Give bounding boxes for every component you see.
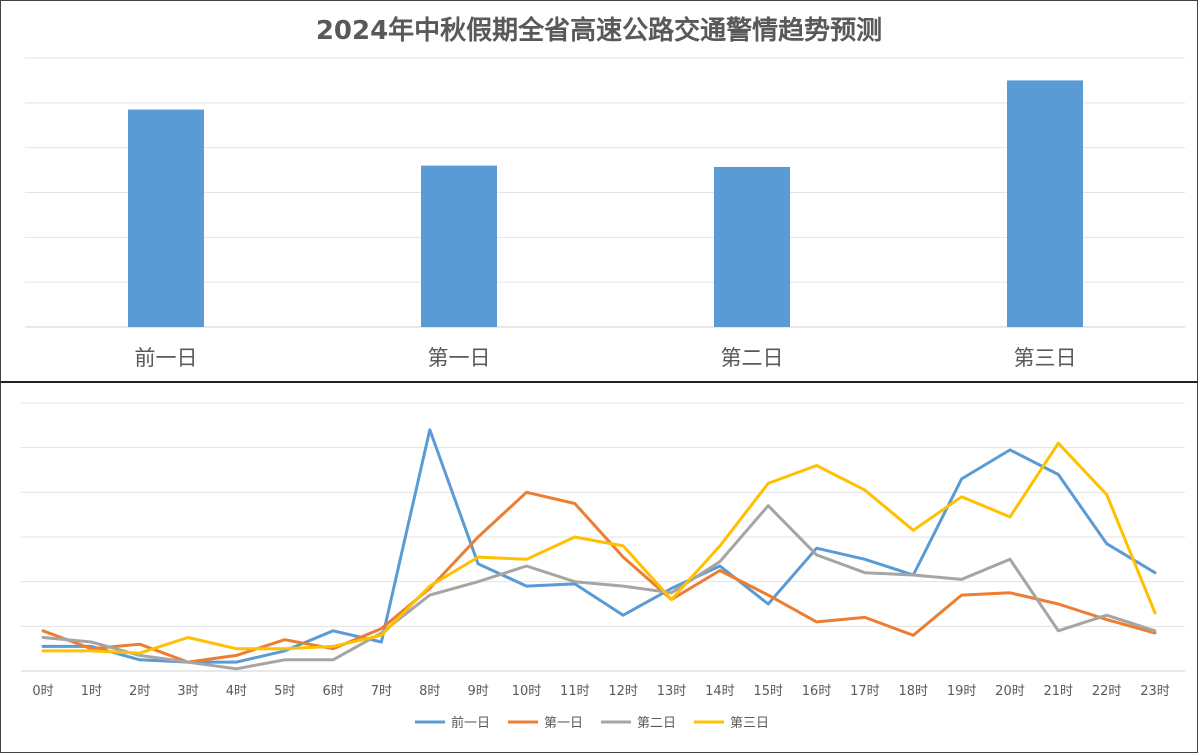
x-tick-label: 23时 <box>1140 684 1170 699</box>
x-tick-label: 12时 <box>608 684 638 699</box>
legend: 前一日 第一日 第二日 第三日 <box>415 715 769 731</box>
category-label: 第二日 <box>721 346 784 370</box>
x-tick-label: 8时 <box>419 684 440 699</box>
x-tick-label: 4时 <box>226 684 247 699</box>
x-axis-tick-labels: 0时 1时 2时 3时 4时 5时 6时 7时 8时 9时 10时 11时 12时 13时 14时 15时 16… <box>32 684 1169 699</box>
legend-entry: 前一日 <box>451 715 490 731</box>
bar-category-labels: 前一日 第一日 第二日 第三日 <box>135 346 1077 370</box>
category-label: 第三日 <box>1014 346 1077 370</box>
x-tick-label: 14时 <box>705 684 735 699</box>
category-label: 前一日 <box>135 346 198 370</box>
x-tick-label: 18时 <box>898 684 928 699</box>
x-tick-label: 15时 <box>753 684 783 699</box>
bar-第三日 <box>1007 80 1083 328</box>
x-tick-label: 7时 <box>371 684 392 699</box>
x-tick-label: 1时 <box>81 684 102 699</box>
x-tick-label: 10时 <box>512 684 542 699</box>
line-chart: 0时 1时 2时 3时 4时 5时 6时 7时 8时 9时 10时 11时 12时 13时 14时 15时 16… <box>21 402 1185 731</box>
bar-chart-panel: 2024年中秋假期全省高速公路交通警情趋势预测 前一日 第一日 第二日 第三日 <box>0 0 1198 383</box>
bar-chart: 2024年中秋假期全省高速公路交通警情趋势预测 前一日 第一日 第二日 第三日 <box>25 15 1185 370</box>
line-gridlines <box>21 402 1185 672</box>
x-tick-label: 21时 <box>1044 684 1074 699</box>
x-tick-label: 20时 <box>995 684 1025 699</box>
line-chart-panel: 0时 1时 2时 3时 4时 5时 6时 7时 8时 9时 10时 11时 12时 13时 14时 15时 16… <box>0 381 1198 753</box>
x-tick-label: 2时 <box>129 684 150 699</box>
x-tick-label: 11时 <box>560 684 590 699</box>
category-label: 第一日 <box>428 346 491 370</box>
x-tick-label: 3时 <box>177 684 198 699</box>
chart-title: 2024年中秋假期全省高速公路交通警情趋势预测 <box>316 15 882 46</box>
line-series-group <box>41 428 1157 671</box>
bar-第一日 <box>421 165 497 327</box>
x-tick-label: 16时 <box>802 684 832 699</box>
x-tick-label: 0时 <box>32 684 53 699</box>
x-tick-label: 19时 <box>947 684 977 699</box>
bar-前一日 <box>128 109 204 327</box>
x-tick-label: 6时 <box>322 684 343 699</box>
x-tick-label: 9时 <box>467 684 488 699</box>
series-line-第二日 <box>41 504 1157 671</box>
x-tick-label: 5时 <box>274 684 295 699</box>
series-line-第三日 <box>41 441 1157 655</box>
x-tick-label: 17时 <box>850 684 880 699</box>
bar-series <box>128 80 1083 328</box>
bar-gridlines <box>25 57 1185 328</box>
legend-entry: 第三日 <box>730 716 769 731</box>
series-line-第一日 <box>41 490 1157 664</box>
x-tick-label: 22时 <box>1092 684 1122 699</box>
bar-第二日 <box>714 166 790 327</box>
legend-entry: 第二日 <box>637 716 676 731</box>
legend-entry: 第一日 <box>544 716 583 731</box>
x-tick-label: 13时 <box>657 684 687 699</box>
series-line-前一日 <box>41 428 1157 664</box>
